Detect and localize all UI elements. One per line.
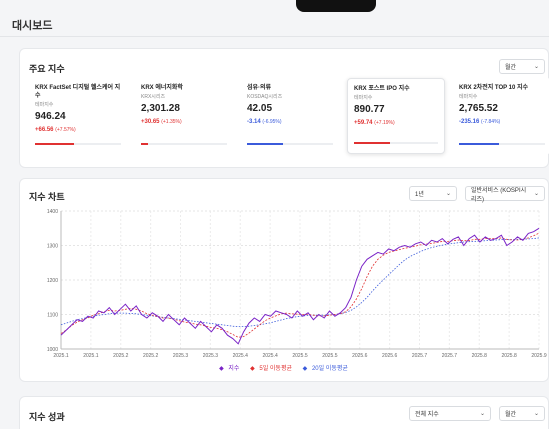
index-card-category: KRX시리즈 [141, 94, 166, 100]
perf-section-title: 지수 성과 [29, 412, 65, 422]
perf-index-select[interactable]: 전체 지수 ⌄ [409, 406, 491, 421]
chart-index-select-value: 일반서비스 (KOSPI시리즈) [471, 187, 527, 203]
x-tick-label: 2025.2 [143, 353, 159, 359]
index-card-category: KOSDAQ시리즈 [247, 94, 283, 100]
legend-item-ma20[interactable]: ◆ 20일 이동평균 [302, 366, 348, 372]
chart-legend: ◆ 지수 ◆ 5일 이동평균 ◆ 20일 이동평균 [20, 363, 549, 372]
index-chart-card: 지수 차트 1년 ⌄ 일반서비스 (KOSPI시리즈) ⌄ 1000 1100 12… [19, 178, 549, 382]
x-tick-label: 2025.7 [442, 353, 458, 359]
legend-item-ma5[interactable]: ◆ 5일 이동평균 [250, 366, 292, 372]
index-card-name: KRX 2차전지 TOP 10 지수 [459, 85, 529, 91]
y-tick-label: 1400 [47, 209, 58, 215]
index-card-name: 섬유·의류 [247, 85, 272, 91]
perf-index-select-value: 전체 지수 [415, 412, 439, 418]
chart-index-select[interactable]: 일반서비스 (KOSPI시리즈) ⌄ [465, 186, 545, 203]
index-card-change: +66.56 (+7.57%) [35, 127, 76, 133]
index-card-value: 946.24 [35, 111, 66, 122]
index-card-progress [459, 143, 545, 145]
page-title: 대시보드 [12, 20, 53, 32]
index-card-progress-fill [141, 143, 148, 145]
index-line-chart[interactable]: 1000 1100 1200 1300 1400 2025.1 2025.1 2025.2 20… [20, 201, 549, 361]
y-tick-label: 1200 [47, 278, 58, 284]
index-period-select[interactable]: 월간 ⌄ [499, 59, 545, 74]
index-card-change: -3.14 (-6.95%) [247, 119, 282, 125]
chevron-down-icon: ⌄ [479, 411, 485, 417]
x-tick-label: 2025.2 [113, 353, 129, 359]
index-card-category: 테마지수 [35, 102, 54, 108]
x-tick-label: 2025.4 [233, 353, 249, 359]
x-tick-label: 2025.5 [322, 353, 338, 359]
y-tick-label: 1100 [47, 313, 58, 319]
index-card-category: 테마지수 [354, 95, 373, 101]
index-card-progress [354, 142, 438, 144]
index-section-title: 주요 지수 [29, 64, 65, 74]
chart-range-select-value: 1년 [415, 192, 424, 198]
y-tick-label: 1300 [47, 244, 58, 250]
index-card-name: KRX 포스트 IPO 지수 [354, 86, 410, 92]
x-tick-label: 2025.3 [203, 353, 219, 359]
index-card-progress-fill [35, 143, 74, 145]
legend-item-index[interactable]: ◆ 지수 [219, 366, 240, 372]
x-tick-label: 2025.9 [531, 353, 547, 359]
index-card-progress [247, 143, 333, 145]
index-card-progress [35, 143, 121, 145]
perf-period-select-value: 월간 [505, 412, 517, 418]
perf-period-select[interactable]: 월간 ⌄ [499, 406, 545, 421]
index-card-progress-fill [247, 143, 284, 145]
x-tick-label: 2025.5 [292, 353, 308, 359]
header-divider [0, 36, 549, 37]
chevron-down-icon: ⌄ [533, 191, 539, 197]
index-performance-card: 지수 성과 전체 지수 ⌄ 월간 ⌄ [19, 396, 549, 429]
x-tick-label: 2025.1 [83, 353, 99, 359]
x-tick-label: 2025.8 [472, 353, 488, 359]
index-card-value: 2,765.52 [459, 103, 498, 114]
index-card-progress-fill [459, 143, 500, 145]
index-card-value: 890.77 [354, 104, 385, 115]
x-tick-label: 2025.1 [53, 353, 69, 359]
index-card-change: +30.65 (+1.35%) [141, 119, 182, 125]
chevron-down-icon: ⌄ [533, 64, 539, 70]
index-card-progress [141, 143, 227, 145]
chart-section-title: 지수 차트 [29, 192, 65, 202]
index-card-change: -235.16 (-7.84%) [459, 119, 501, 125]
series-line-ma20 [60, 237, 540, 327]
x-tick-label: 2025.6 [352, 353, 368, 359]
x-tick-label: 2025.7 [412, 353, 428, 359]
index-period-select-value: 월간 [505, 65, 517, 71]
x-tick-label: 2025.4 [262, 353, 278, 359]
index-card-progress-fill [354, 142, 391, 144]
index-card-value: 2,301.28 [141, 103, 180, 114]
y-tick-label: 1000 [47, 347, 58, 353]
chevron-down-icon: ⌄ [533, 411, 539, 417]
index-card-category: 테마지수 [459, 94, 478, 100]
chevron-down-icon: ⌄ [445, 191, 451, 197]
index-card-change: +59.74 (+7.19%) [354, 120, 395, 126]
index-card[interactable]: KRX 에너지화학 KRX시리즈 2,301.28 +30.65 (+1.35%) [135, 78, 233, 154]
index-card[interactable]: 섬유·의류 KOSDAQ시리즈 42.05 -3.14 (-6.95%) [241, 78, 339, 154]
chart-range-select[interactable]: 1년 ⌄ [409, 186, 457, 201]
x-tick-label: 2025.8 [501, 353, 517, 359]
series-line-index [60, 227, 540, 345]
x-tick-label: 2025.3 [173, 353, 189, 359]
index-card-name: KRX 에너지화학 [141, 85, 183, 91]
x-tick-label: 2025.6 [382, 353, 398, 359]
window-notch [296, 0, 376, 12]
series-line-ma5 [60, 232, 540, 338]
index-card-value: 42.05 [247, 103, 273, 114]
index-card-name: KRX FactSet 디지털 헬스케어 지수 [35, 85, 121, 99]
